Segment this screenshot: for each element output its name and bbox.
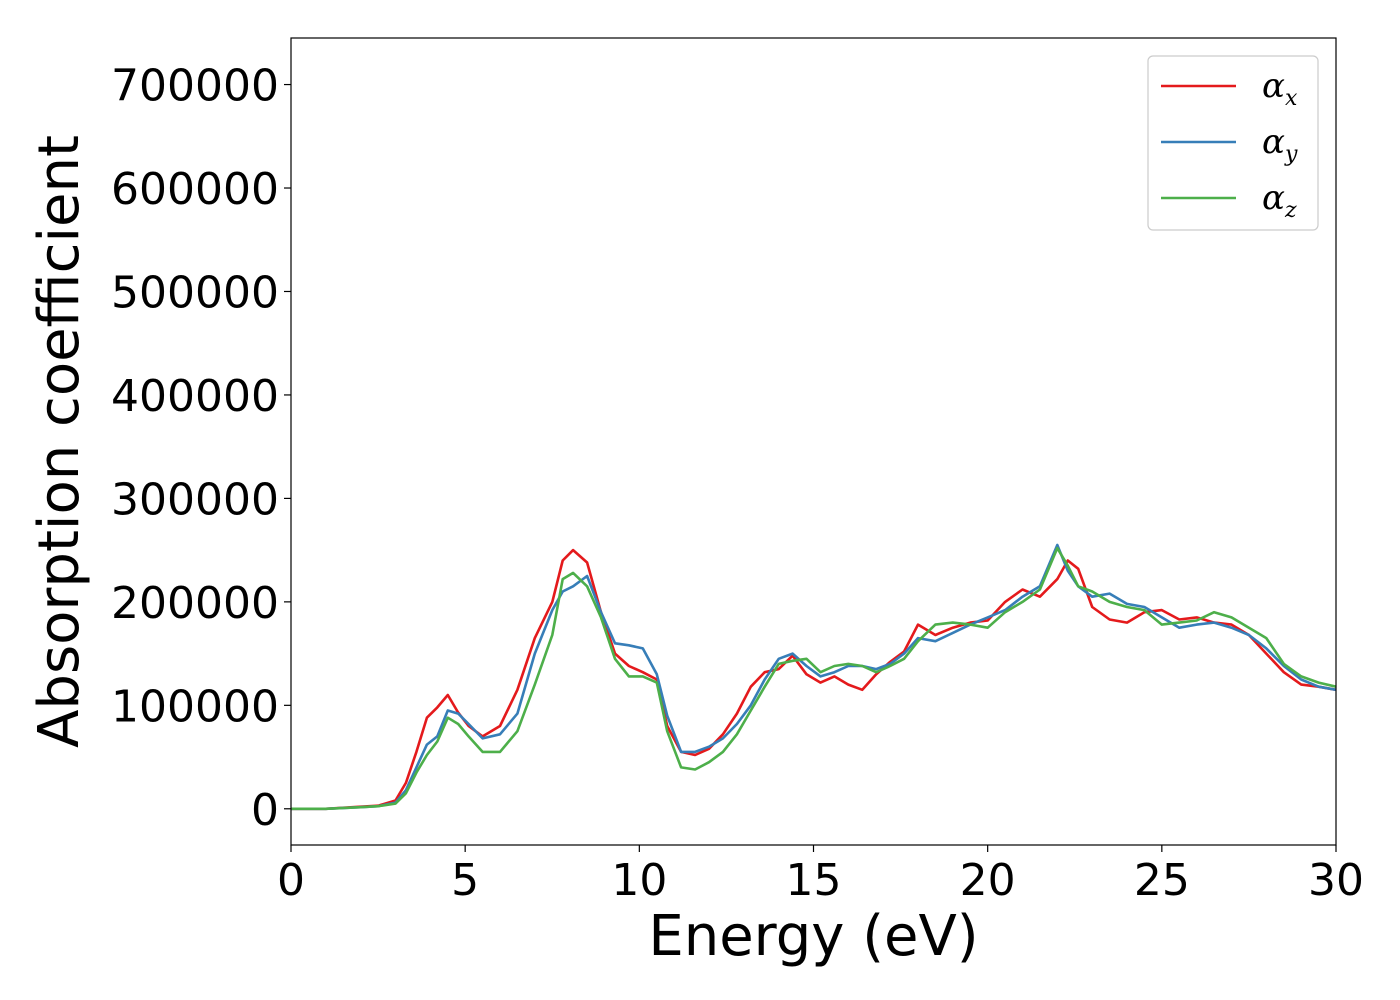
x-tick-label: 30 bbox=[1308, 855, 1364, 906]
ticks-layer: 0 5 10 15 20 25 30 0 100000 200000 300000 400000 500… bbox=[111, 61, 1364, 906]
y-tick-label: 0 bbox=[251, 785, 279, 836]
y-tick-label: 400000 bbox=[111, 371, 279, 422]
x-tick-label: 10 bbox=[611, 855, 667, 906]
x-tick-label: 15 bbox=[786, 855, 842, 906]
x-axis-title: Energy (eV) bbox=[648, 904, 978, 969]
series-line-x bbox=[291, 548, 1337, 811]
y-tick-label: 600000 bbox=[111, 164, 279, 215]
x-tick-label: 5 bbox=[451, 855, 479, 906]
x-tick-label: 25 bbox=[1134, 855, 1190, 906]
legend-label-x: αx bbox=[1262, 66, 1298, 111]
y-tick-label: 500000 bbox=[111, 267, 279, 318]
x-tick-label: 20 bbox=[960, 855, 1016, 906]
legend-label-z: αz bbox=[1262, 178, 1297, 223]
series-line-z bbox=[291, 546, 1337, 811]
series-line-y bbox=[291, 543, 1337, 811]
x-tick-label: 0 bbox=[277, 855, 305, 906]
y-tick-label: 300000 bbox=[111, 474, 279, 525]
y-tick-label: 700000 bbox=[111, 61, 279, 112]
series-layer bbox=[291, 543, 1337, 811]
y-tick-label: 200000 bbox=[111, 578, 279, 629]
y-axis-title: Absorption coefficient bbox=[27, 135, 92, 748]
legend: αx αy αz bbox=[1147, 55, 1319, 231]
legend-label-y: αy bbox=[1262, 122, 1298, 167]
y-tick-label: 100000 bbox=[111, 681, 279, 732]
